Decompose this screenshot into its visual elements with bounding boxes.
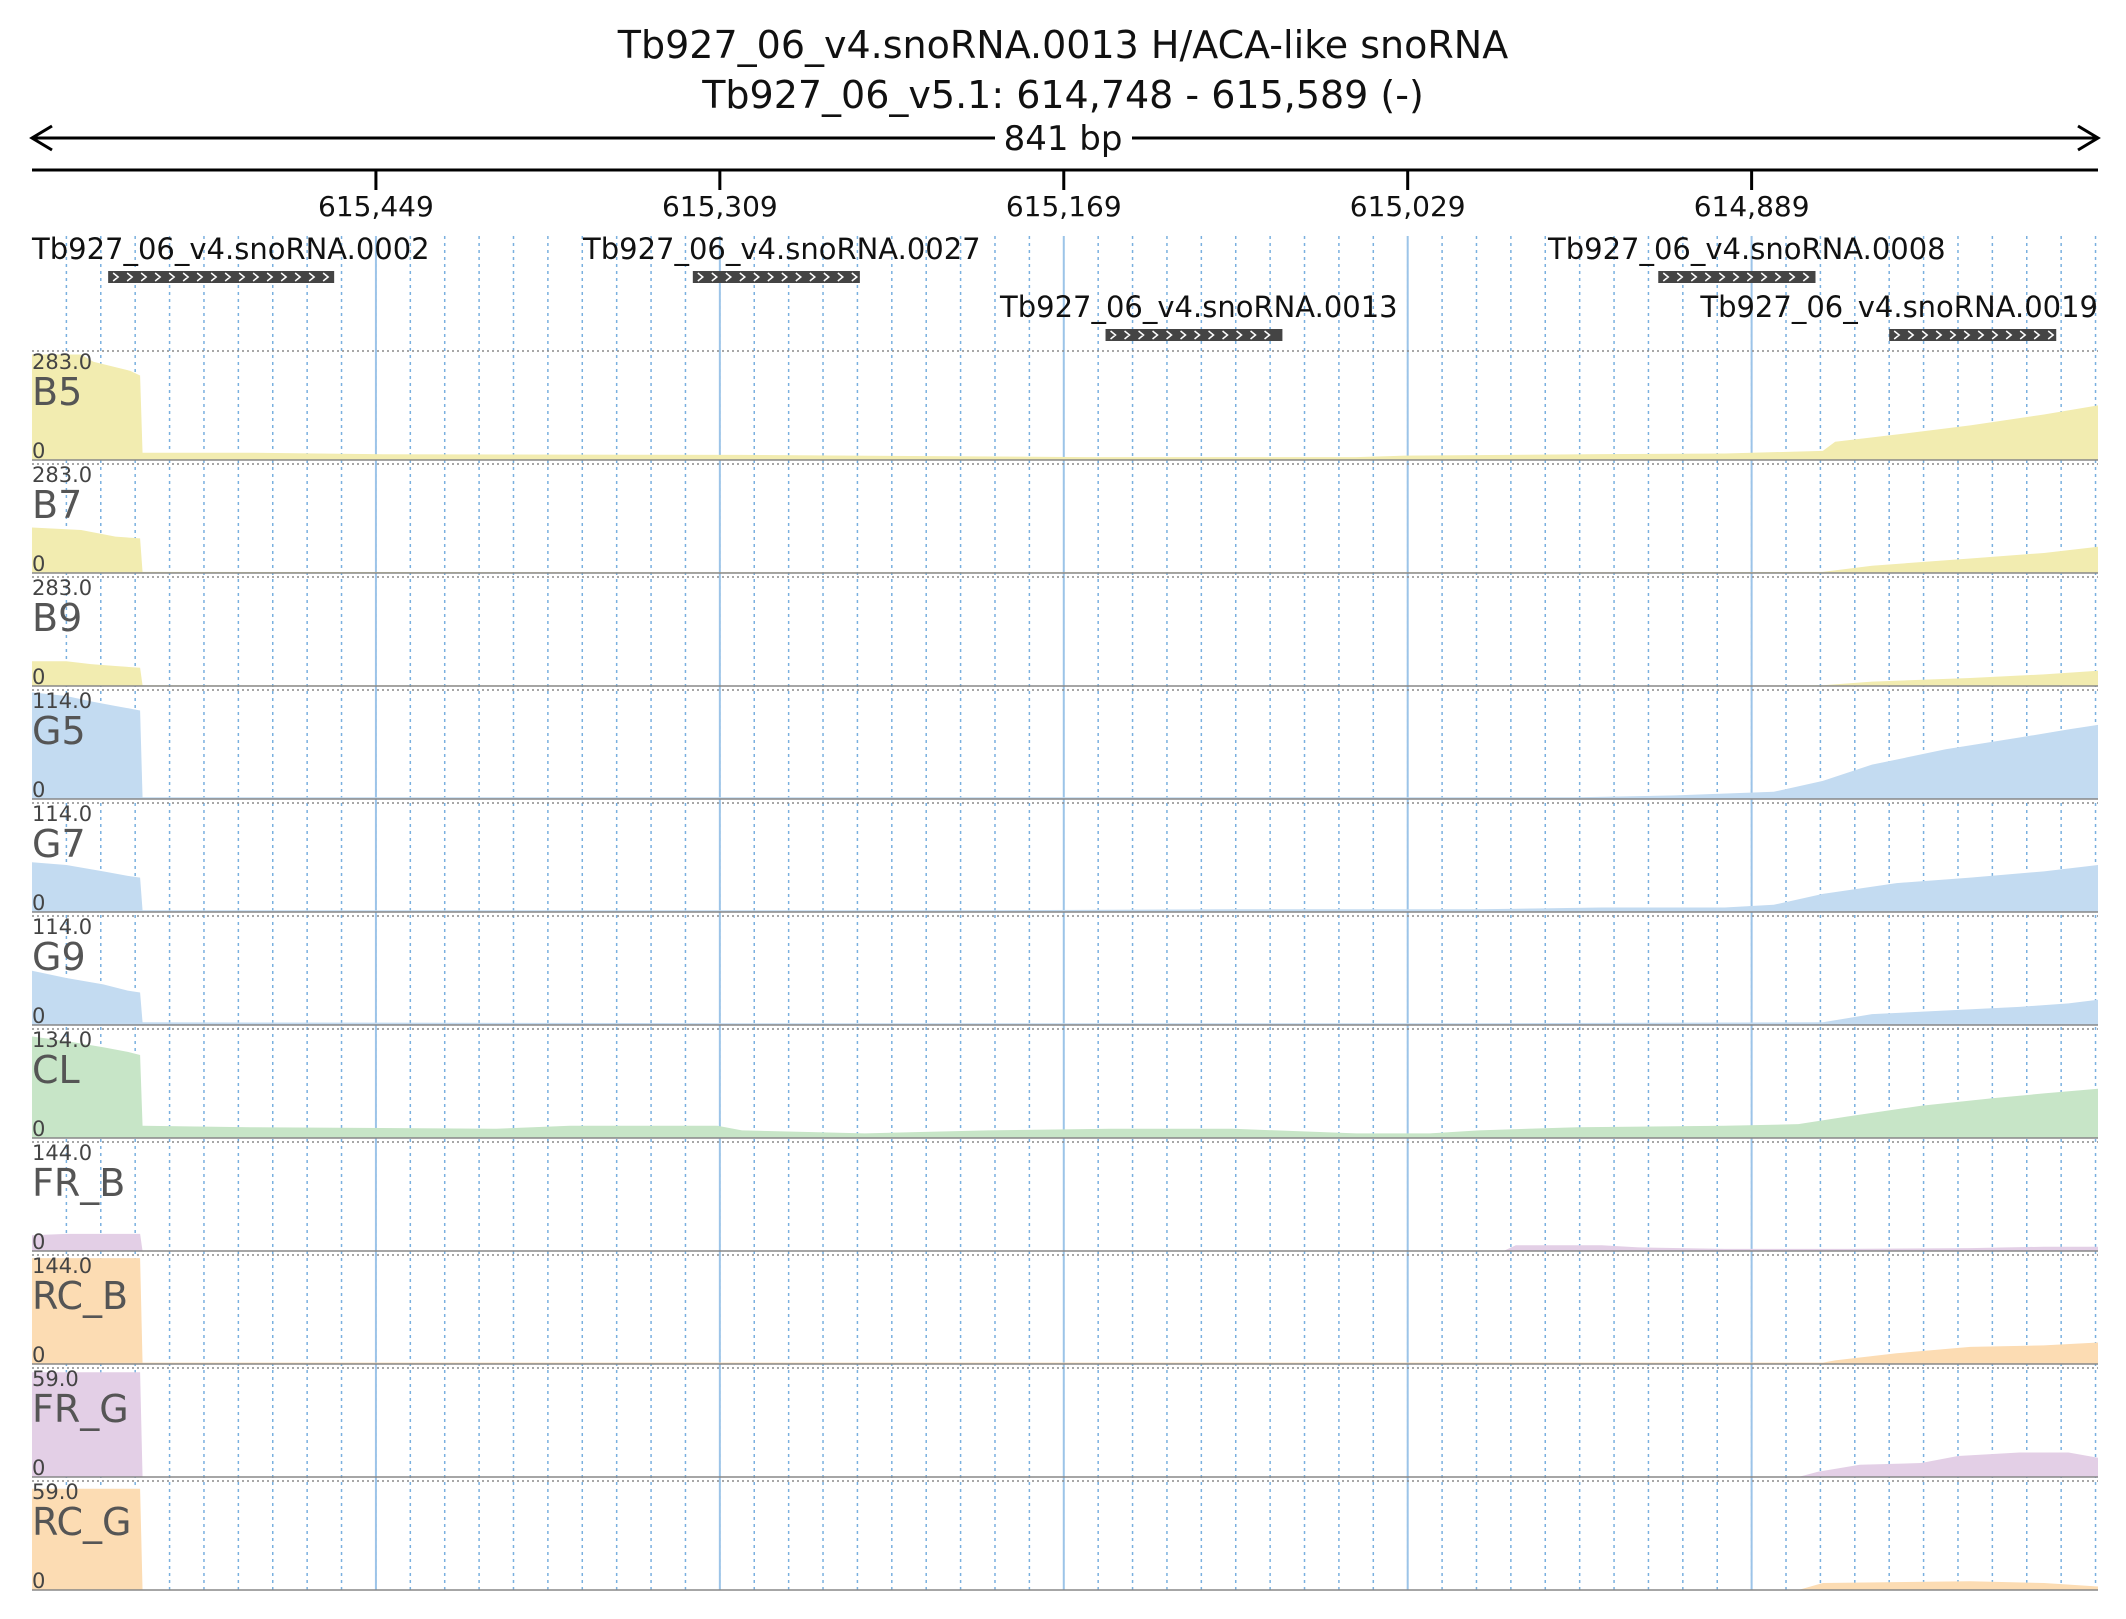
track-ymin-label: 0 (32, 1456, 45, 1480)
track-fr-g: 59.0FR_G 0 (32, 1367, 2098, 1480)
track-name-label: B9 (32, 596, 82, 640)
track-ymax-label: 59.0 (32, 1480, 79, 1504)
feature-label: Tb927_06_v4.snoRNA.0002 (31, 232, 430, 266)
span-arrow-right-head (2077, 124, 2101, 152)
grid-lines (65, 236, 2097, 1590)
feature-strand-arrows (1662, 272, 1810, 282)
feature-glyph (108, 271, 335, 283)
feature-label: Tb927_06_v4.snoRNA.0008 (1547, 232, 1946, 266)
track-name-label: G7 (32, 822, 86, 866)
span-ruler: 841 bp (29, 119, 2101, 159)
track-name-label: FR_B (32, 1161, 125, 1205)
track-b5: 283.0B5 0 (32, 350, 2098, 463)
coverage-area (32, 1372, 2098, 1477)
span-arrow-left-head (29, 124, 53, 152)
track-g9: 114.0G9 0 (32, 915, 2098, 1028)
feature-glyph (692, 271, 860, 283)
feature-strand-arrows (1893, 330, 2055, 340)
track-ymax-label: 144.0 (32, 1254, 92, 1278)
track-ymax-label: 59.0 (32, 1367, 79, 1391)
track-ymax-label: 283.0 (32, 576, 92, 600)
track-ymin-label: 0 (32, 439, 45, 463)
coverage-area (32, 354, 2098, 460)
track-fr-b: 144.0FR_B 0 (32, 1141, 2098, 1254)
track-ymax-label: 283.0 (32, 350, 92, 374)
feature-strand-arrows (112, 272, 330, 282)
axis-tick-label: 615,169 (1006, 190, 1122, 223)
track-rc-g: 59.0RC_G 0 (32, 1480, 2098, 1593)
track-ymin-label: 0 (32, 1569, 45, 1593)
track-name-label: RC_B (32, 1274, 128, 1318)
track-ymax-label: 114.0 (32, 915, 92, 939)
coverage-area (32, 1036, 2098, 1138)
track-ymax-label: 144.0 (32, 1141, 92, 1165)
feature-track: Tb927_06_v4.snoRNA.0002 Tb927_06_v4.snoRN… (31, 232, 2098, 341)
track-ymin-label: 0 (32, 778, 45, 802)
coverage-area (32, 1233, 2098, 1251)
coverage-area (32, 661, 2098, 686)
coverage-area (32, 527, 2098, 573)
feature-label: Tb927_06_v4.snoRNA.0019 (1699, 290, 2098, 324)
track-ymin-label: 0 (32, 891, 45, 915)
track-name-label: RC_G (32, 1500, 132, 1544)
track-ymax-label: 283.0 (32, 463, 92, 487)
track-ymin-label: 0 (32, 1230, 45, 1254)
coverage-tracks: 283.0B50283.0B70283.0B90114.0G50114.0G70… (32, 350, 2098, 1593)
track-ymin-label: 0 (32, 1004, 45, 1028)
axis-tick-label: 615,449 (318, 190, 434, 223)
coordinate-axis: 615,449 615,309 615,169 615,029 614,889 (32, 168, 2098, 223)
feature-glyph (1889, 329, 2057, 341)
coverage-area (32, 970, 2098, 1025)
feature-strand-arrows (697, 272, 859, 282)
chart-title: Tb927_06_v4.snoRNA.0013 H/ACA-like snoRN… (617, 23, 1508, 67)
track-name-label: B7 (32, 483, 82, 527)
track-ymin-label: 0 (32, 1343, 45, 1367)
track-ymin-label: 0 (32, 1117, 45, 1141)
feature-label: Tb927_06_v4.snoRNA.0027 (582, 232, 981, 266)
track-rc-b: 144.0RC_B 0 (32, 1254, 2098, 1367)
chart-subtitle: Tb927_06_v5.1: 614,748 - 615,589 (-) (701, 73, 1424, 117)
axis-tick-label: 615,029 (1350, 190, 1466, 223)
track-name-label: G9 (32, 935, 86, 979)
feature-strand-arrows (1110, 330, 1271, 340)
coverage-area (32, 692, 2098, 799)
span-label: 841 bp (1004, 119, 1123, 159)
track-ymin-label: 0 (32, 552, 45, 576)
axis-tick-label: 615,309 (662, 190, 778, 223)
track-ymax-label: 114.0 (32, 802, 92, 826)
track-b9: 283.0B9 0 (32, 576, 2098, 689)
track-ymin-label: 0 (32, 665, 45, 689)
coverage-area (32, 862, 2098, 912)
axis-tick-label: 614,889 (1694, 190, 1810, 223)
track-ymax-label: 114.0 (32, 689, 92, 713)
track-ymax-label: 134.0 (32, 1028, 92, 1052)
track-cl: 134.0CL 0 (32, 1028, 2098, 1141)
track-g7: 114.0G7 0 (32, 802, 2098, 915)
track-name-label: B5 (32, 370, 82, 414)
track-b7: 283.0B7 0 (32, 463, 2098, 576)
track-g5: 114.0G5 0 (32, 689, 2098, 802)
track-name-label: G5 (32, 709, 86, 753)
feature-label: Tb927_06_v4.snoRNA.0013 (999, 290, 1398, 324)
track-name-label: CL (32, 1048, 80, 1092)
track-name-label: FR_G (32, 1387, 129, 1431)
